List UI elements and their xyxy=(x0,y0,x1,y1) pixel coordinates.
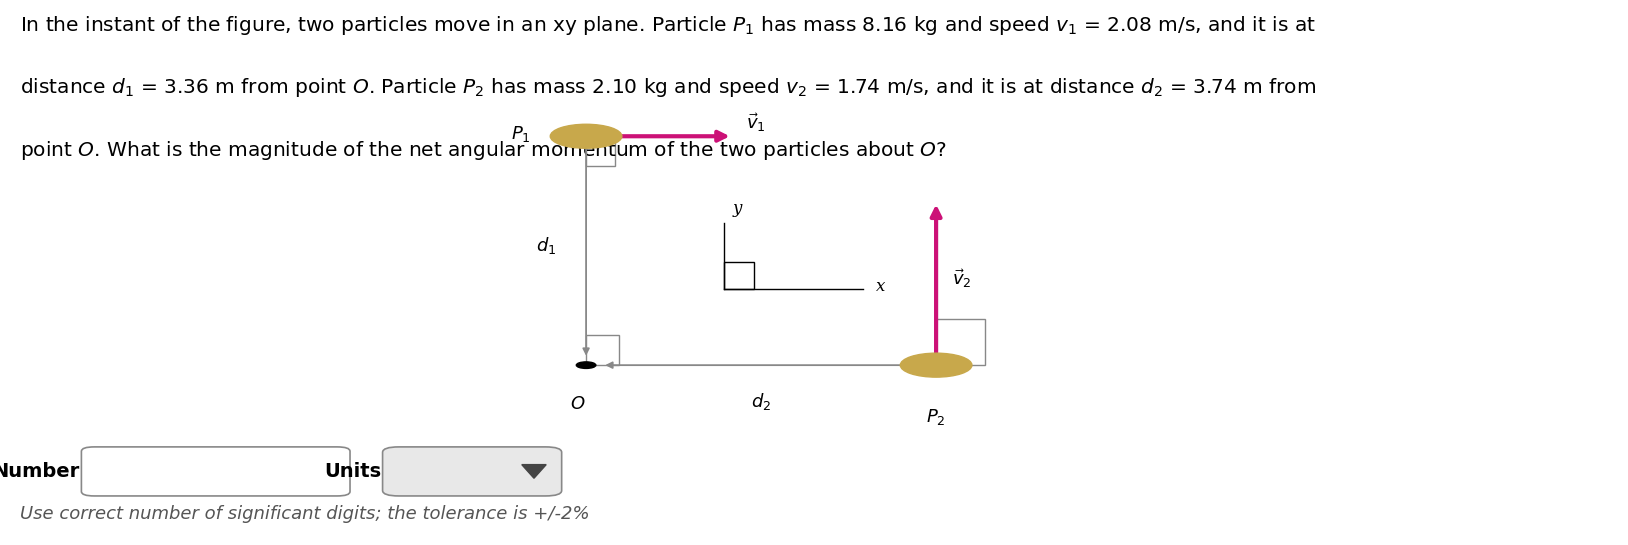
Text: $O$: $O$ xyxy=(570,395,586,413)
FancyBboxPatch shape xyxy=(81,447,350,496)
Text: Use correct number of significant digits; the tolerance is +/-2%: Use correct number of significant digits… xyxy=(20,505,589,523)
Text: Number: Number xyxy=(0,462,80,481)
Bar xyxy=(586,136,615,166)
Circle shape xyxy=(576,362,596,368)
Bar xyxy=(586,335,619,365)
Text: $\vec{v}_1$: $\vec{v}_1$ xyxy=(746,111,765,134)
Text: distance $d_1$ = 3.36 m from point $O$. Particle $P_2$ has mass 2.10 kg and spee: distance $d_1$ = 3.36 m from point $O$. … xyxy=(20,76,1315,99)
Text: $d_2$: $d_2$ xyxy=(751,391,772,413)
Circle shape xyxy=(900,353,972,377)
Text: Units: Units xyxy=(324,462,381,481)
Text: $\vec{v}_2$: $\vec{v}_2$ xyxy=(952,267,972,290)
Circle shape xyxy=(550,124,622,148)
Bar xyxy=(936,319,985,365)
Bar xyxy=(724,262,754,289)
Text: $d_1$: $d_1$ xyxy=(537,235,557,256)
Text: point $O$. What is the magnitude of the net angular momentum of the two particle: point $O$. What is the magnitude of the … xyxy=(20,139,946,162)
Polygon shape xyxy=(521,464,545,479)
Text: x: x xyxy=(876,277,886,295)
Text: $P_2$: $P_2$ xyxy=(926,407,946,427)
Text: y: y xyxy=(733,200,742,217)
FancyBboxPatch shape xyxy=(383,447,562,496)
Text: In the instant of the figure, two particles move in an xy plane. Particle $P_1$ : In the instant of the figure, two partic… xyxy=(20,14,1315,37)
Text: $P_1$: $P_1$ xyxy=(511,124,531,143)
